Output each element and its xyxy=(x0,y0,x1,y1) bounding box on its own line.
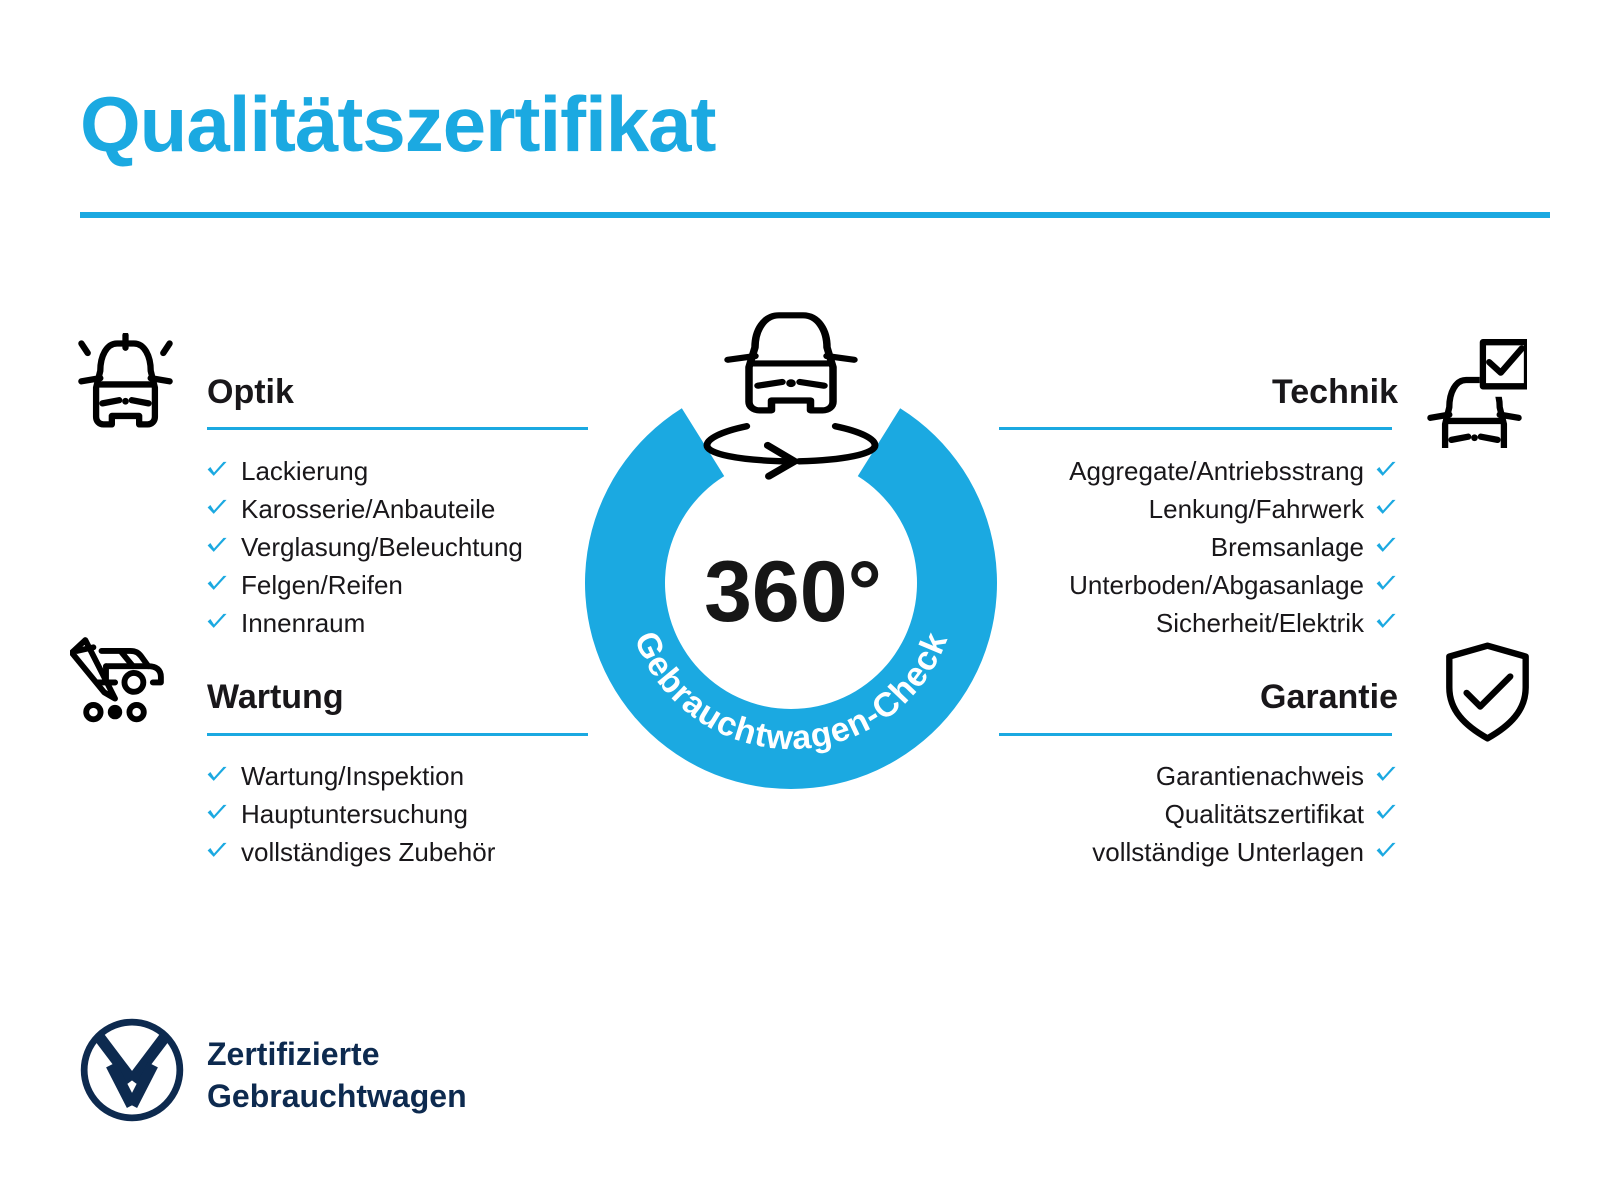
svg-text:360°: 360° xyxy=(704,544,882,640)
